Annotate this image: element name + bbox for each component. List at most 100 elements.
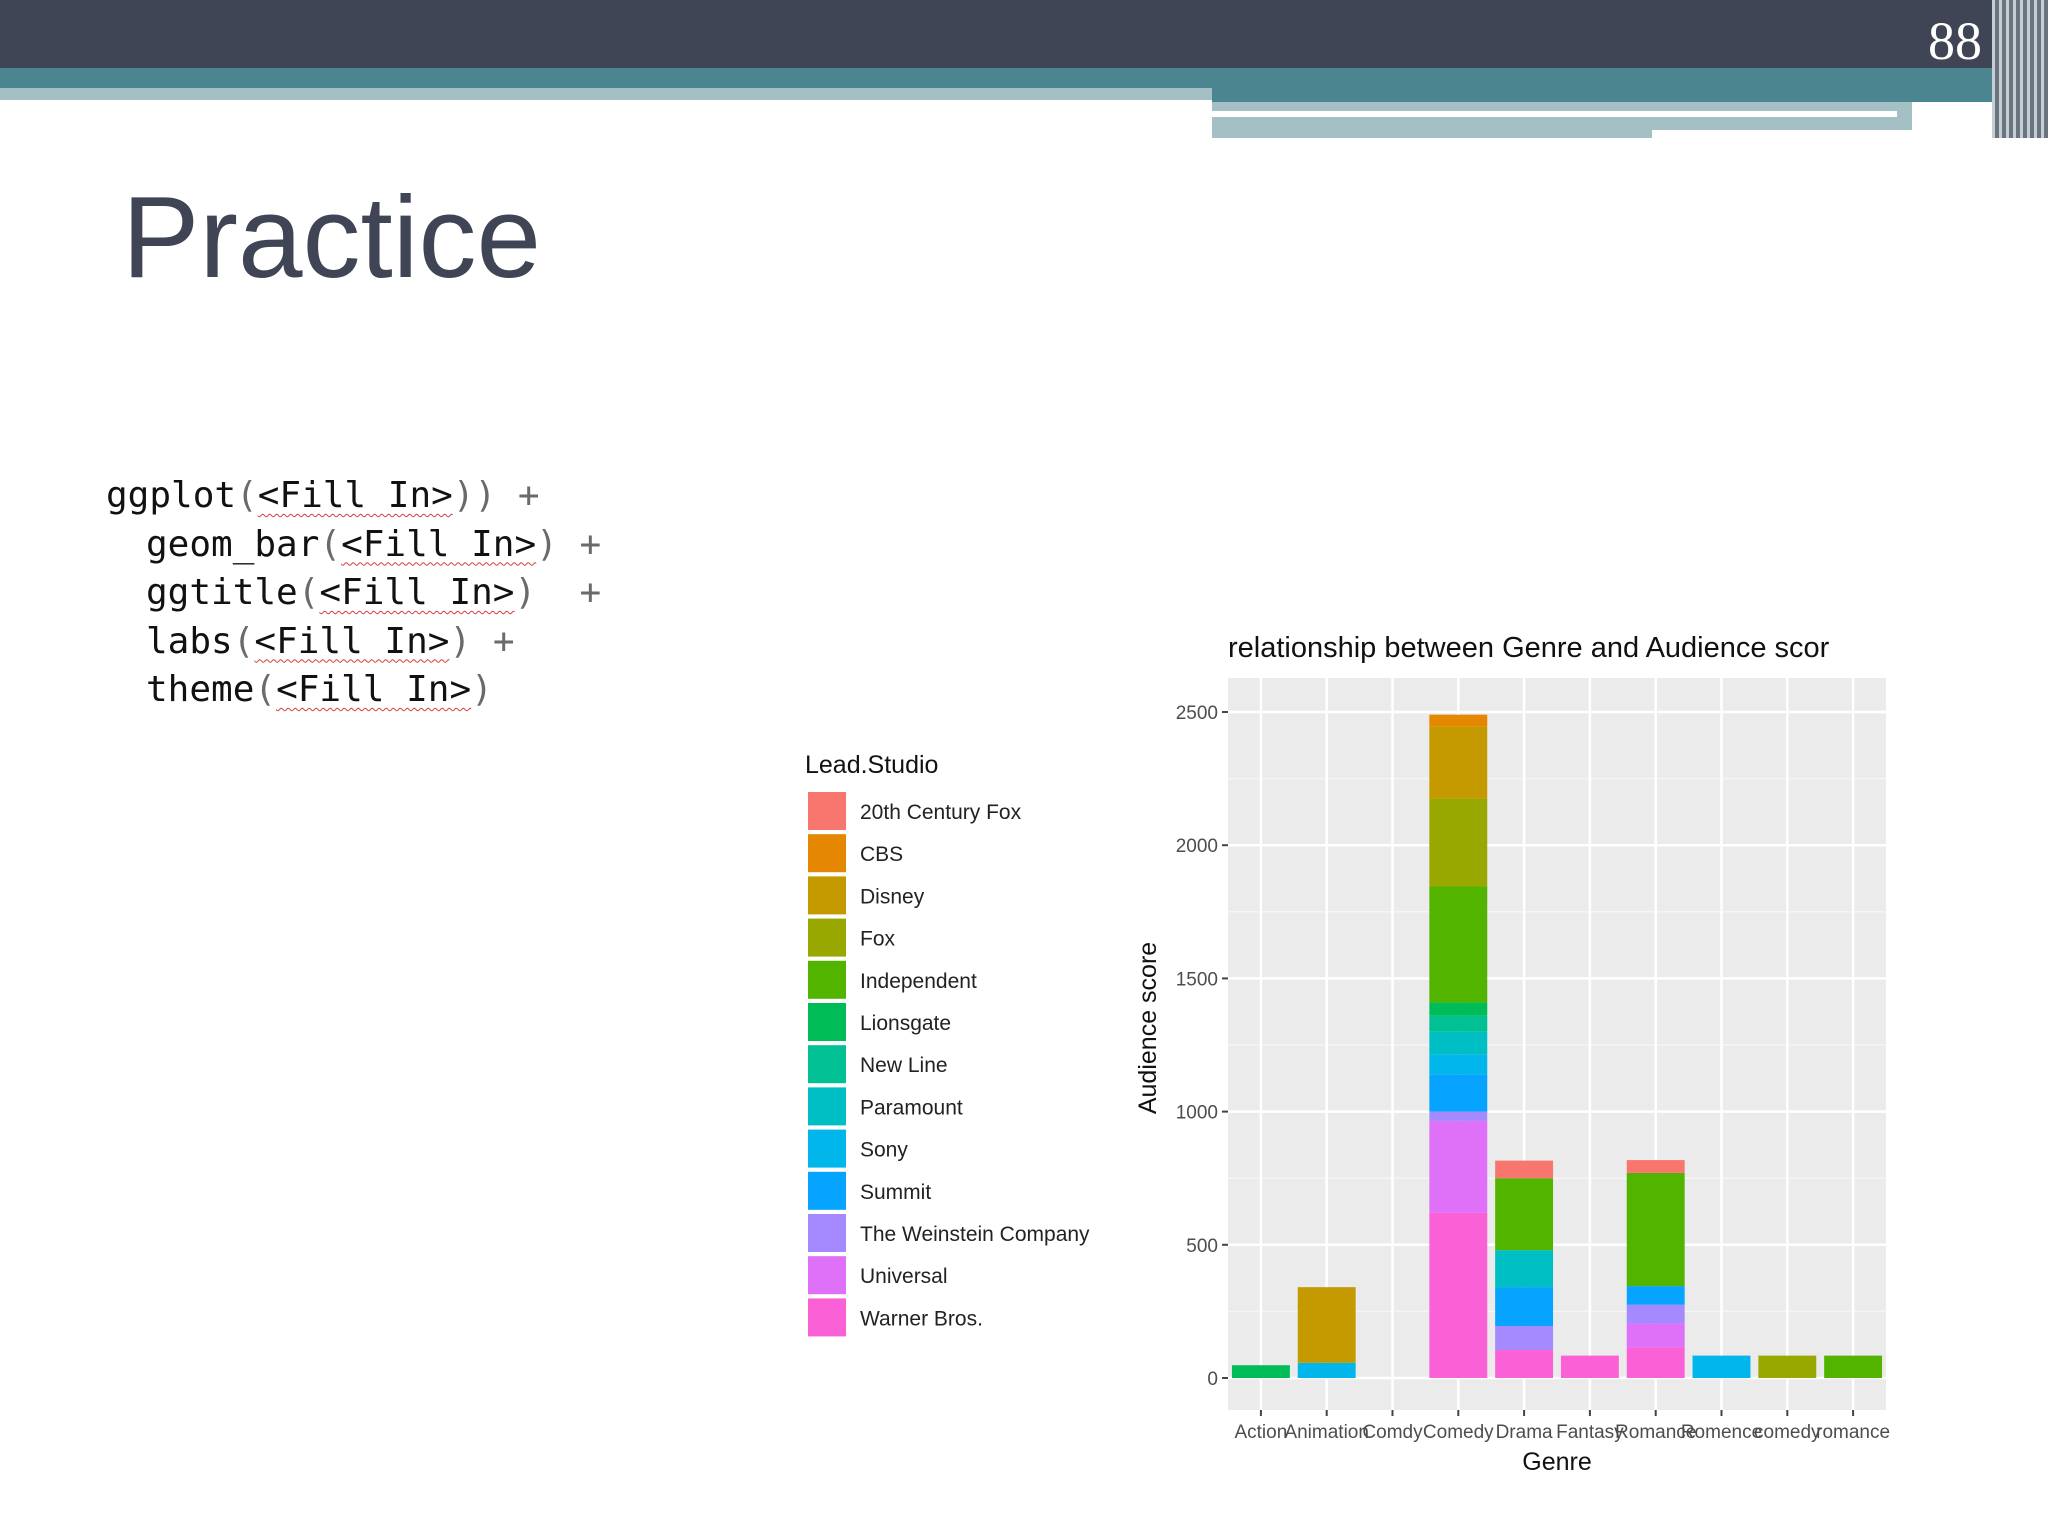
bar-segment	[1560, 1355, 1619, 1378]
bar-segment	[1429, 1031, 1488, 1055]
page-number: 88	[1928, 11, 1982, 71]
legend-label: CBS	[860, 843, 903, 866]
bar-segment	[1429, 1054, 1488, 1075]
x-tick-label: Action	[1234, 1422, 1287, 1443]
x-tick-label: Comedy	[1423, 1422, 1494, 1443]
legend-title: Lead.Studio	[805, 751, 938, 779]
bar-segment	[1429, 1002, 1488, 1016]
legend-label: Paramount	[860, 1096, 963, 1119]
x-tick-label: romance	[1816, 1422, 1890, 1443]
bar-segment	[1626, 1347, 1685, 1378]
bar-segment	[1495, 1287, 1554, 1327]
code-paren-close: )	[514, 572, 537, 613]
y-tick-label: 2500	[1176, 703, 1218, 724]
bar-segment	[1297, 1287, 1356, 1363]
code-paren-open: (	[297, 572, 320, 613]
legend-label: Universal	[860, 1265, 948, 1288]
code-paren-close: )	[536, 523, 558, 565]
bar-segment	[1429, 1212, 1488, 1378]
code-paren-open: (	[236, 475, 258, 516]
code-line: geom_bar(<Fill In>) +	[106, 521, 601, 570]
code-func: theme	[146, 669, 255, 710]
legend-swatch	[808, 1045, 846, 1084]
bar-segment	[1429, 1015, 1488, 1032]
bar-segment	[1626, 1172, 1685, 1287]
x-tick-label: Romance	[1615, 1422, 1696, 1443]
header-dark-band	[0, 0, 2048, 68]
x-tick-label: Romence	[1681, 1422, 1762, 1443]
code-line: ggtitle(<Fill In>) +	[106, 569, 601, 618]
slide-title: Practice	[122, 172, 542, 302]
x-tick-label: Drama	[1496, 1422, 1553, 1443]
code-block: ggplot(<Fill In>)) + geom_bar(<Fill In>) …	[106, 472, 601, 715]
code-paren-close: ))	[452, 475, 497, 516]
header-white-rule	[1212, 111, 1897, 117]
bar-segment	[1758, 1355, 1817, 1378]
code-fill-in: <Fill In>	[254, 620, 450, 662]
legend-label: The Weinstein Company	[860, 1223, 1090, 1246]
code-plus: +	[557, 523, 602, 565]
header-gap	[1652, 130, 1922, 138]
header-teal-band-right	[1212, 88, 2048, 102]
y-tick-label: 1000	[1176, 1103, 1218, 1124]
bar-segment	[1429, 1074, 1488, 1112]
legend-label: Fox	[860, 928, 896, 951]
code-paren-open: (	[319, 523, 342, 565]
legend-swatch	[808, 1087, 846, 1126]
y-tick-label: 0	[1207, 1369, 1218, 1390]
legend-swatch	[808, 1214, 846, 1252]
legend-label: Warner Bros.	[860, 1307, 983, 1330]
code-fill-in: <Fill In>	[319, 572, 515, 613]
legend-label: Lionsgate	[860, 1012, 951, 1035]
bar-segment	[1626, 1323, 1685, 1348]
bar-segment	[1429, 1120, 1488, 1213]
x-tick-label: Fantasy	[1556, 1422, 1624, 1443]
bar-segment	[1495, 1326, 1554, 1351]
chart-title: relationship between Genre and Audience …	[1228, 632, 1830, 664]
legend-label: Independent	[860, 970, 977, 993]
x-axis-label: Genre	[1522, 1448, 1591, 1476]
y-tick-label: 2000	[1176, 836, 1218, 857]
code-line: ggplot(<Fill In>)) +	[106, 472, 601, 521]
bar-segment	[1495, 1350, 1554, 1378]
legend-swatch	[808, 792, 846, 830]
code-paren-close: )	[471, 669, 493, 710]
bar-segment	[1626, 1160, 1685, 1173]
code-plus: +	[496, 475, 540, 516]
bar-segment	[1297, 1362, 1356, 1378]
y-tick-label: 1500	[1176, 969, 1218, 990]
legend-swatch	[808, 834, 846, 873]
x-tick-label: Animation	[1284, 1422, 1369, 1443]
header-teal-band	[0, 68, 2048, 88]
bar-segment	[1231, 1365, 1290, 1378]
code-fill-in: <Fill In>	[341, 523, 537, 565]
x-tick-label: Comdy	[1362, 1422, 1423, 1443]
bar-segment	[1626, 1304, 1685, 1324]
y-tick-label: 500	[1186, 1236, 1218, 1257]
legend-label: Disney	[860, 885, 925, 908]
legend-label: Summit	[860, 1181, 931, 1204]
legend-label: New Line	[860, 1054, 948, 1077]
bar-segment	[1495, 1178, 1554, 1251]
code-fill-in: <Fill In>	[276, 669, 472, 710]
legend-label: 20th Century Fox	[860, 801, 1022, 824]
bar-segment	[1429, 714, 1488, 727]
bar-segment	[1692, 1355, 1751, 1378]
bar-segment	[1824, 1355, 1883, 1378]
y-axis-label: Audience score	[1134, 942, 1162, 1114]
legend-swatch	[808, 960, 846, 999]
legend-swatch	[808, 1256, 846, 1295]
code-line: labs(<Fill In>) +	[106, 618, 601, 667]
bar-segment	[1495, 1160, 1554, 1179]
bar-segment	[1495, 1250, 1554, 1288]
legend-label: Sony	[860, 1139, 908, 1162]
legend-swatch	[808, 1171, 846, 1210]
bar-segment	[1429, 798, 1488, 887]
code-func: ggplot	[106, 475, 237, 516]
code-fill-in: <Fill In>	[257, 475, 453, 516]
bar-segment	[1429, 1111, 1488, 1121]
header-stripes	[1992, 0, 2048, 138]
bar-segment	[1429, 886, 1488, 1003]
code-paren-close: )	[449, 620, 472, 662]
